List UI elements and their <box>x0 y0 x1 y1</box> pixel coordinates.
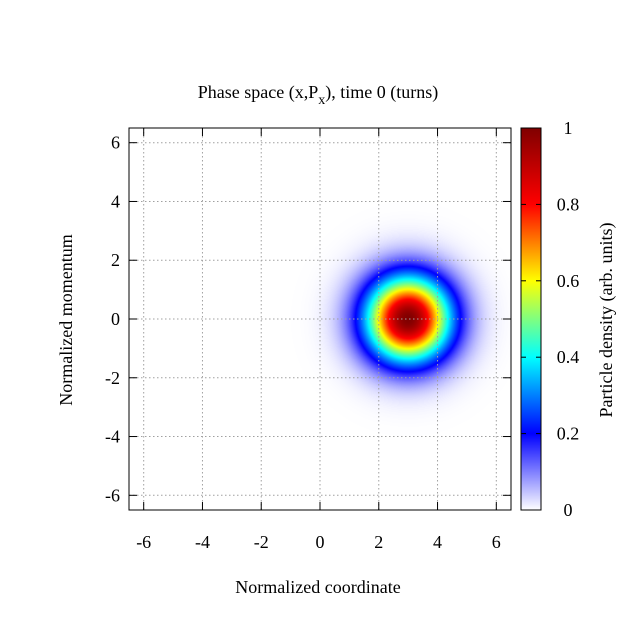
y-tick-label: 2 <box>111 250 120 270</box>
colorbar-tick-label: 0.2 <box>557 424 580 444</box>
x-tick-label: 2 <box>374 532 383 552</box>
y-tick-label: 6 <box>111 133 120 153</box>
x-tick-label: 6 <box>492 532 501 552</box>
chart-title-subscript: x <box>318 93 325 108</box>
colorbar-tick-label: 0.6 <box>557 271 580 291</box>
colorbar-tick-label: 0.4 <box>557 347 580 367</box>
x-tick-label: -6 <box>136 532 151 552</box>
colorbar-ticks: 0 0.2 0.4 0.6 0.8 1 <box>521 118 579 520</box>
y-axis-label: Normalized momentum <box>56 234 76 405</box>
y-tick-label: -4 <box>105 427 120 447</box>
colorbar-tick-label: 0.8 <box>557 194 580 214</box>
y-tick-label: 4 <box>111 191 120 211</box>
chart-title: Phase space (x,Px), time 0 (turns) <box>198 82 438 108</box>
colorbar-tick-label: 0 <box>564 500 573 520</box>
x-tick-label: 0 <box>316 532 325 552</box>
x-tick-label: -4 <box>195 532 210 552</box>
y-tick-label: -6 <box>105 485 120 505</box>
chart-title-suffix: ), time 0 (turns) <box>325 82 438 103</box>
colorbar-label: Particle density (arb. units) <box>596 223 617 418</box>
x-tick-label: -2 <box>254 532 269 552</box>
x-axis-ticks: -6 -4 -2 0 2 4 6 <box>136 128 501 552</box>
y-axis-ticks: -6 -4 -2 0 2 4 6 <box>105 133 511 505</box>
colorbar <box>520 127 542 511</box>
x-tick-label: 4 <box>433 532 442 552</box>
x-axis-label: Normalized coordinate <box>235 577 400 597</box>
chart-title-main: Phase space (x,P <box>198 82 318 103</box>
colorbar-tick-label: 1 <box>564 118 573 138</box>
y-tick-label: 0 <box>111 309 120 329</box>
density-heatmap <box>129 128 511 510</box>
y-tick-label: -2 <box>105 368 120 388</box>
